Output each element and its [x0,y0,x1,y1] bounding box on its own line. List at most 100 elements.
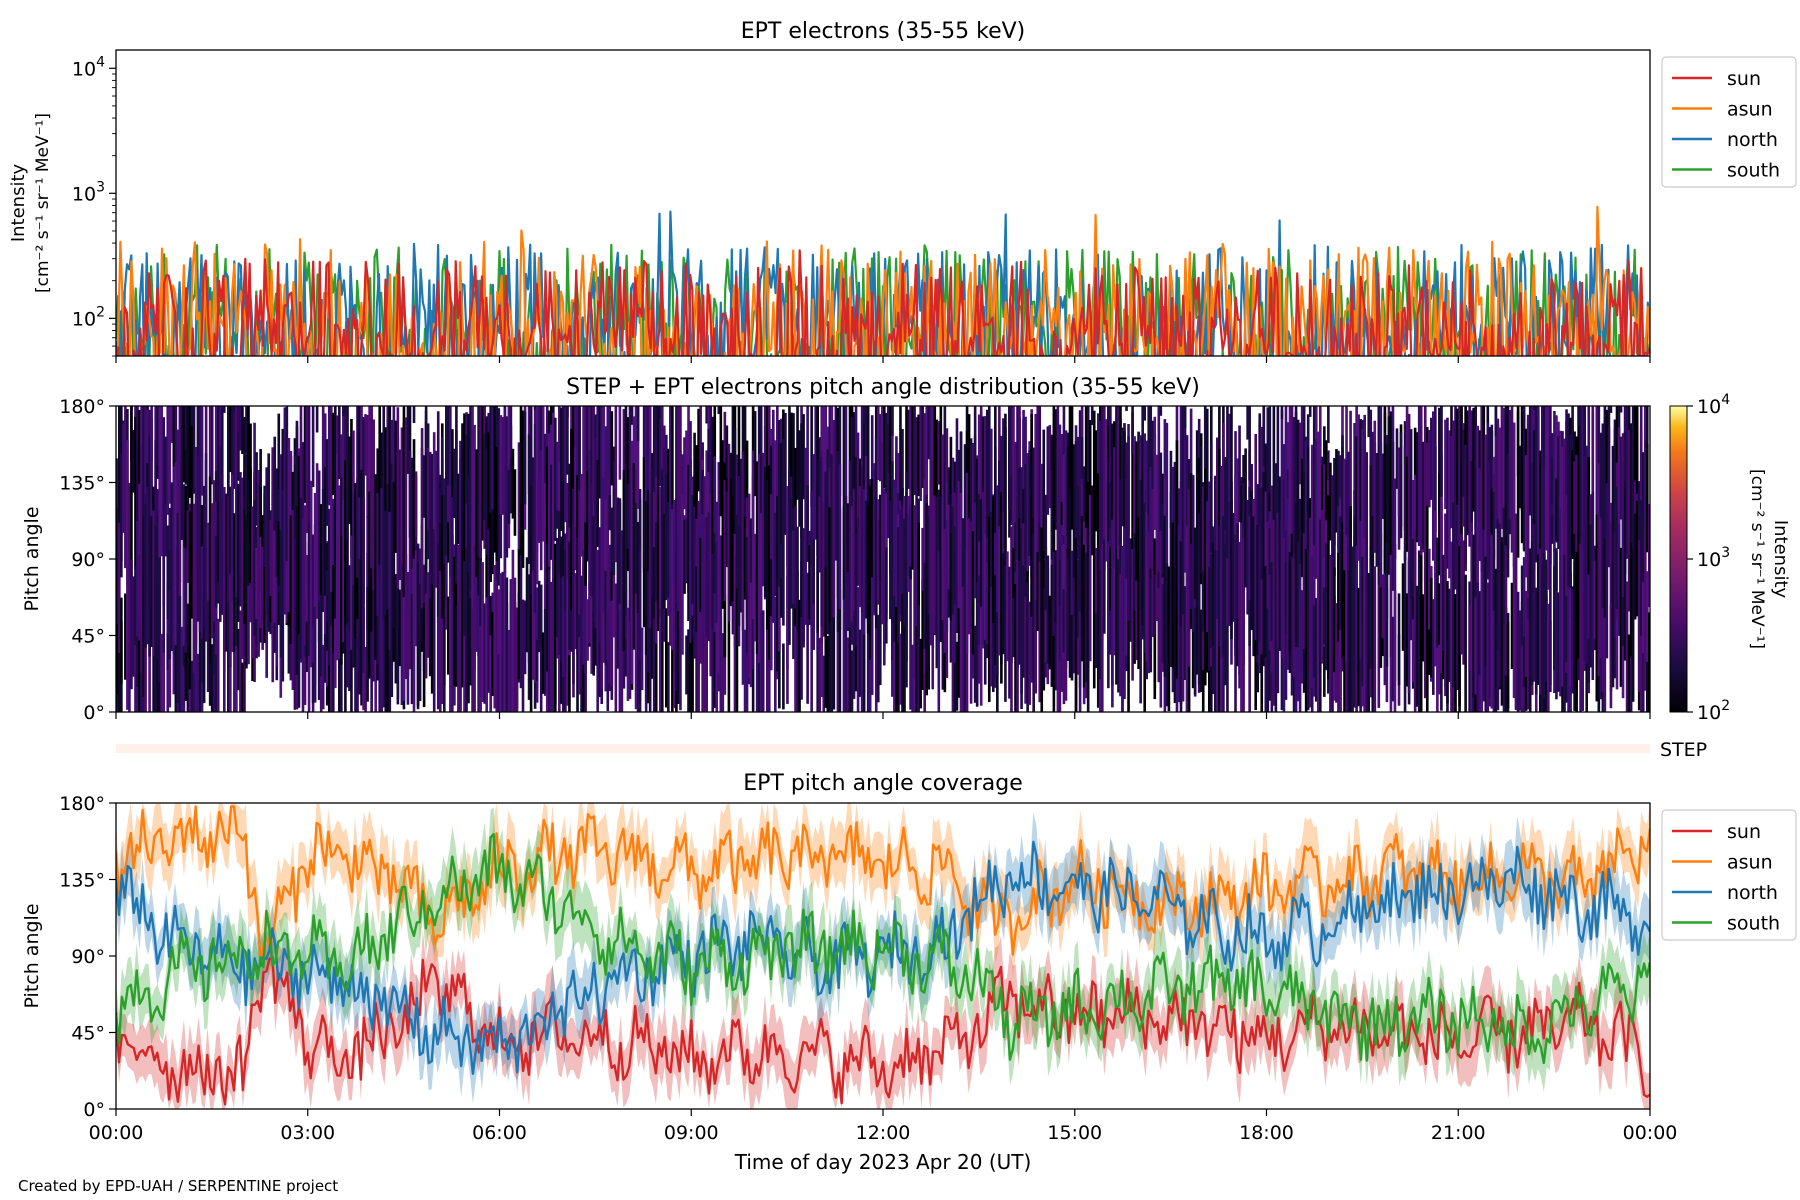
heatmap-cell [154,440,157,602]
heatmap-cell [505,416,509,558]
heatmap-cell [860,466,864,613]
heatmap-cell [1524,455,1528,578]
heatmap-cell [1595,514,1599,702]
heatmap-cell [1145,511,1149,662]
heatmap-cell [1016,406,1019,560]
heatmap-cell [430,518,434,694]
heatmap-cell [511,578,515,662]
heatmap-cell [784,413,787,535]
heatmap-cell [451,628,454,712]
heatmap-cell [1470,461,1473,523]
heatmap-cell [636,544,640,712]
heatmap-cell [513,577,517,712]
heatmap-cell [1516,406,1520,558]
heatmap-cell [776,495,779,672]
heatmap-cell [535,639,539,682]
heatmap-cell [196,653,200,712]
heatmap-cell [507,469,511,524]
heatmap-cell [118,424,121,550]
heatmap-cell [1405,406,1409,494]
heatmap-cell [1480,406,1484,572]
heatmap-cell [679,450,682,629]
heatmap-cell [1641,581,1645,654]
heatmap-cell [1553,633,1556,670]
heatmap-cell [447,406,450,486]
heatmap-cell [713,619,717,708]
heatmap-cell [331,498,335,565]
heatmap-cell [1060,434,1064,502]
heatmap-cell [1242,538,1245,666]
heatmap-cell [1528,548,1532,712]
heatmap-cell [667,501,670,598]
heatmap-cell [961,541,965,712]
heatmap-cell [1131,412,1134,581]
heatmap-cell [905,471,908,662]
heatmap-cell [1054,567,1058,691]
heatmap-cell [1343,458,1346,640]
heatmap-cell [695,566,698,632]
heatmap-cell [539,608,543,712]
heatmap-cell [1327,406,1330,444]
heatmap-cell [229,406,232,473]
heatmap-cell [844,584,848,712]
heatmap-cell [711,553,715,629]
heatmap-cell [975,458,979,583]
heatmap-cell [1056,523,1060,649]
heatmap-cell [1434,510,1437,667]
heatmap-cell [1603,417,1607,556]
heatmap-cell [1123,526,1126,699]
heatmap-cell [1611,445,1615,600]
heatmap-cell [707,512,711,642]
panel1-ylabel: Intensity [8,163,29,242]
heatmap-cell [590,406,593,524]
heatmap-cell [1555,478,1558,542]
heatmap-cell [156,515,159,660]
heatmap-cell [814,406,817,540]
heatmap-cell [477,530,480,656]
heatmap-cell [1498,523,1502,688]
heatmap-cell [132,576,135,677]
heatmap-cell [410,594,414,705]
heatmap-cell [319,542,323,677]
heatmap-cell [1248,406,1251,481]
heatmap-cell [915,417,918,540]
heatmap-cell [148,550,151,657]
heatmap-cell [436,592,440,710]
heatmap-cell [1125,462,1128,531]
heatmap-cell [796,526,799,629]
panel3-title: EPT pitch angle coverage [743,771,1023,796]
heatmap-cell [1149,477,1153,569]
heatmap-cell [432,432,436,529]
heatmap-cell [836,615,840,712]
heatmap-cell [854,456,858,582]
heatmap-cell [1012,406,1015,549]
heatmap-cell [1482,406,1486,575]
heatmap-cell [1573,561,1576,711]
heatmap-cell [449,586,452,712]
heatmap-cell [713,533,717,594]
heatmap-cell [279,530,283,658]
heatmap-cell [1448,430,1451,579]
heatmap-cell [1405,593,1409,687]
heatmap-cell [889,500,892,620]
heatmap-cell [1060,454,1064,588]
heatmap-cell [493,565,497,709]
heatmap-cell [358,501,361,695]
heatmap-cell [277,521,281,586]
heatmap-cell [820,406,824,491]
heatmap-cell [721,530,725,603]
heatmap-cell [951,571,955,712]
heatmap-cell [118,522,121,653]
heatmap-cell [731,495,735,602]
heatmap-cell [1107,457,1110,568]
panel3-series-group [116,803,1650,1109]
heatmap-cell [685,430,688,576]
heatmap-cell [132,430,135,493]
heatmap-cell [1218,448,1221,571]
heatmap-cell [198,522,202,625]
series-line-asun [116,805,1650,967]
heatmap-cell [743,406,747,572]
heatmap-cell [1072,578,1076,674]
heatmap-cell [1442,554,1445,651]
heatmap-cell [481,562,484,702]
